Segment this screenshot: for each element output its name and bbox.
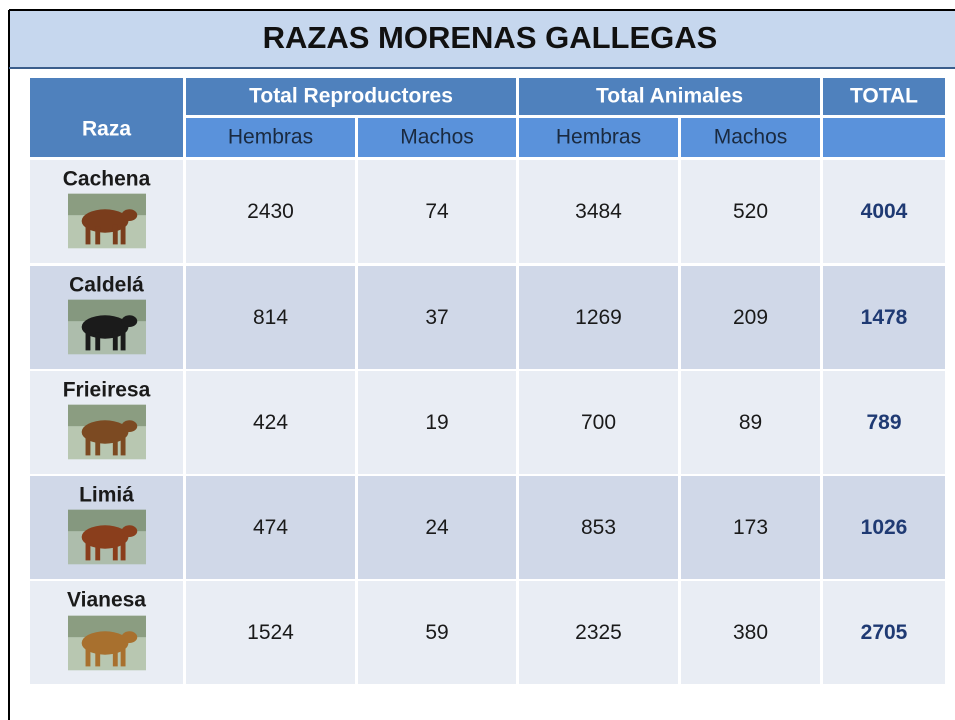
cell-value: 24 [425, 516, 449, 539]
cell-value: 74 [425, 200, 449, 223]
group-header: Total Animales [596, 85, 743, 108]
raza-name: Vianesa [67, 589, 146, 612]
cell-value: 474 [253, 516, 288, 539]
total-value: 2705 [861, 621, 908, 644]
cell-value: 1269 [575, 306, 622, 329]
cell-value: 424 [253, 411, 288, 434]
cell-value: 814 [253, 306, 288, 329]
group-header: Total Reproductores [249, 85, 453, 108]
sub-header: Machos [714, 126, 788, 149]
cell-value: 173 [733, 516, 768, 539]
cell-value: 700 [581, 411, 616, 434]
raza-name: Caldelá [69, 274, 144, 297]
group-header: TOTAL [850, 85, 918, 108]
cell-value: 3484 [575, 200, 622, 223]
subheader-cell [823, 118, 945, 157]
total-value: 1026 [861, 516, 908, 539]
cell-value: 59 [425, 621, 448, 644]
raza-header: Raza [82, 118, 131, 141]
raza-name: Limiá [79, 484, 134, 507]
title: RAZAS MORENAS GALLEGAS [263, 20, 718, 55]
cell-value: 37 [425, 306, 448, 329]
raza-name: Frieiresa [63, 379, 151, 402]
total-value: 4004 [861, 200, 908, 223]
total-value: 1478 [861, 306, 908, 329]
cell-value: 380 [733, 621, 768, 644]
sub-header: Machos [400, 126, 474, 149]
cell-value: 19 [425, 411, 448, 434]
cell-value: 520 [733, 200, 768, 223]
sub-header: Hembras [556, 126, 641, 149]
cell-value: 853 [581, 516, 616, 539]
cell-value: 209 [733, 306, 768, 329]
sub-header: Hembras [228, 126, 313, 149]
cell-value: 89 [739, 411, 762, 434]
slide: RAZAS MORENAS GALLEGAS Total Reproductor… [0, 0, 955, 720]
raza-name: Cachena [63, 168, 151, 191]
cell-value: 1524 [247, 621, 294, 644]
cell-value: 2325 [575, 621, 622, 644]
total-value: 789 [866, 411, 901, 434]
cell-value: 2430 [247, 200, 294, 223]
